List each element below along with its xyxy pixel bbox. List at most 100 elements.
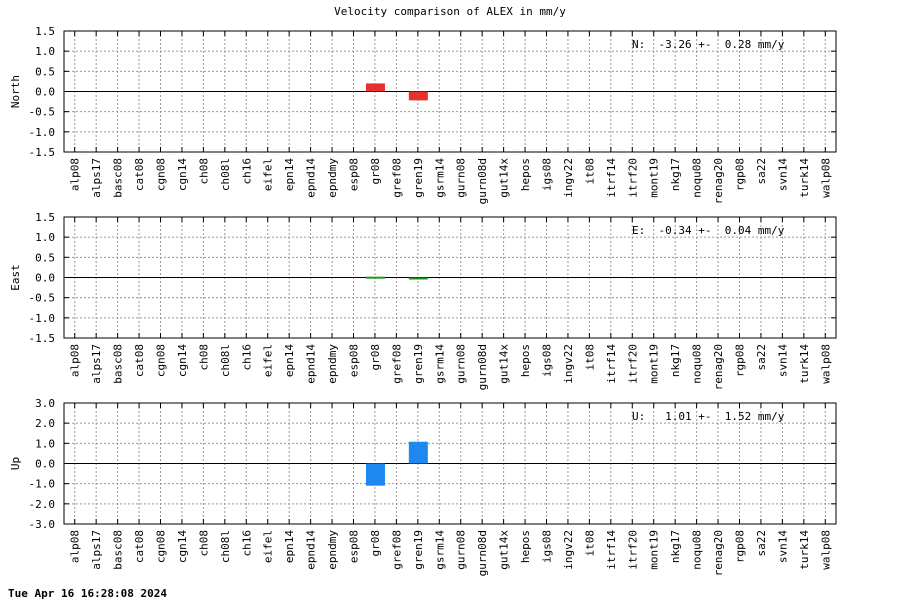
up-xtick-label: sa22 <box>755 530 768 557</box>
east-xtick-label: itrf20 <box>626 344 639 384</box>
north-xtick-label: gsrm14 <box>433 158 446 198</box>
up-xtick-label: alp08 <box>69 530 82 563</box>
north-xtick-label: gr08 <box>369 158 382 185</box>
north-xtick-label: eifel <box>262 158 275 191</box>
north-xtick-label: ch08l <box>219 158 232 191</box>
east-xtick-label: esp08 <box>348 344 361 377</box>
east-ytick-label: -1.0 <box>29 312 56 325</box>
north-xtick-label: nkg17 <box>669 158 682 191</box>
east-xtick-label: ch16 <box>240 344 253 371</box>
up-xtick-label: itrf14 <box>605 530 618 570</box>
east-xtick-label: rgp08 <box>734 344 747 377</box>
up-xtick-label: it08 <box>583 530 596 557</box>
east-xtick-label: gurn08 <box>455 344 468 384</box>
up-xtick-label: cat08 <box>133 530 146 563</box>
up-xtick-label: itrf20 <box>626 530 639 570</box>
up-xtick-label: gurn08d <box>476 530 489 576</box>
up-xtick-label: turk14 <box>798 530 811 570</box>
north-xtick-label: cgn14 <box>176 158 189 191</box>
north-xtick-label: alps17 <box>90 158 103 198</box>
north-ytick-label: -1.5 <box>29 146 56 159</box>
east-xtick-label: gsrm14 <box>433 344 446 384</box>
up-xtick-label: gren19 <box>412 530 425 570</box>
east-ytick-label: -0.5 <box>29 292 56 305</box>
chart-title: Velocity comparison of ALEX in mm/y <box>334 5 566 18</box>
up-xtick-label: gr08 <box>369 530 382 557</box>
up-ytick-label: 1.0 <box>35 437 55 450</box>
up-xtick-label: gut14x <box>498 530 511 570</box>
east-plot-frame <box>63 216 837 339</box>
north-xtick-label: basc08 <box>112 158 125 198</box>
up-ytick-label: 2.0 <box>35 417 55 430</box>
north-xtick-label: hepos <box>519 158 532 191</box>
east-xtick-label: walp08 <box>819 344 832 384</box>
north-ytick-label: 1.0 <box>35 45 55 58</box>
north-xtick-label: gref08 <box>390 158 403 198</box>
east-axis-label: East <box>9 264 22 291</box>
up-bar-gren19 <box>408 441 428 464</box>
north-xtick-label: ingv22 <box>562 158 575 198</box>
east-xtick-label: cat08 <box>133 344 146 377</box>
east-bar-gr08 <box>365 276 385 279</box>
east-xtick-label: hepos <box>519 344 532 377</box>
east-xtick-label: gurn08d <box>476 344 489 390</box>
north-xtick-label: itrf20 <box>626 158 639 198</box>
up-xtick-label: alps17 <box>90 530 103 570</box>
up-ytick-label: -3.0 <box>29 518 56 531</box>
north-xtick-label: ch08 <box>197 158 210 185</box>
north-xtick-label: gren19 <box>412 158 425 198</box>
up-xtick-label: igs08 <box>541 530 554 563</box>
up-xtick-label: cgn14 <box>176 530 189 563</box>
up-xtick-label: hepos <box>519 530 532 563</box>
up-ytick-label: 3.0 <box>35 397 55 410</box>
up-xtick-label: cgn08 <box>155 530 168 563</box>
east-xtick-label: cgn08 <box>155 344 168 377</box>
up-xtick-label: epndmy <box>326 530 339 570</box>
east-xtick-label: ingv22 <box>562 344 575 384</box>
north-xtick-label: mont19 <box>648 158 661 198</box>
up-xtick-label: ingv22 <box>562 530 575 570</box>
up-xtick-label: epnd14 <box>305 530 318 570</box>
east-ytick-label: -1.5 <box>29 332 56 345</box>
up-xtick-label: walp08 <box>819 530 832 570</box>
up-axis-label: Up <box>9 457 22 470</box>
north-xtick-label: turk14 <box>798 158 811 198</box>
east-ytick-label: 0.0 <box>35 272 55 285</box>
north-ytick-label: -0.5 <box>29 106 56 119</box>
east-ytick-label: 0.5 <box>35 251 55 264</box>
up-ytick-label: -2.0 <box>29 498 56 511</box>
north-xtick-label: alp08 <box>69 158 82 191</box>
north-xtick-label: ch16 <box>240 158 253 185</box>
north-xtick-label: cgn08 <box>155 158 168 191</box>
east-xtick-label: ch08l <box>219 344 232 377</box>
east-xtick-label: itrf14 <box>605 344 618 384</box>
east-xtick-label: epn14 <box>283 344 296 377</box>
east-xtick-label: alps17 <box>90 344 103 384</box>
up-xtick-label: eifel <box>262 530 275 563</box>
north-xtick-label: epndmy <box>326 158 339 198</box>
up-ytick-label: -1.0 <box>29 478 56 491</box>
north-plot-frame <box>63 30 837 153</box>
north-ytick-label: 0.5 <box>35 65 55 78</box>
north-xtick-label: cat08 <box>133 158 146 191</box>
north-xtick-label: gurn08d <box>476 158 489 204</box>
up-xtick-label: basc08 <box>112 530 125 570</box>
east-xtick-label: renag20 <box>712 344 725 390</box>
north-bar-gr08 <box>365 83 385 92</box>
up-xtick-label: noqu08 <box>691 530 704 570</box>
north-axis-label: North <box>9 75 22 108</box>
up-summary: U: 1.01 +- 1.52 mm/y <box>632 410 785 423</box>
north-xtick-label: noqu08 <box>691 158 704 198</box>
north-xtick-label: igs08 <box>541 158 554 191</box>
north-xtick-label: walp08 <box>819 158 832 198</box>
east-summary: E: -0.34 +- 0.04 mm/y <box>632 224 785 237</box>
up-xtick-label: gsrm14 <box>433 530 446 570</box>
east-xtick-label: nkg17 <box>669 344 682 377</box>
east-xtick-label: noqu08 <box>691 344 704 384</box>
north-xtick-label: epn14 <box>283 158 296 191</box>
north-xtick-label: sa22 <box>755 158 768 185</box>
east-xtick-label: gut14x <box>498 344 511 384</box>
east-xtick-label: epndmy <box>326 344 339 384</box>
east-xtick-label: gren19 <box>412 344 425 384</box>
east-ytick-label: 1.0 <box>35 231 55 244</box>
